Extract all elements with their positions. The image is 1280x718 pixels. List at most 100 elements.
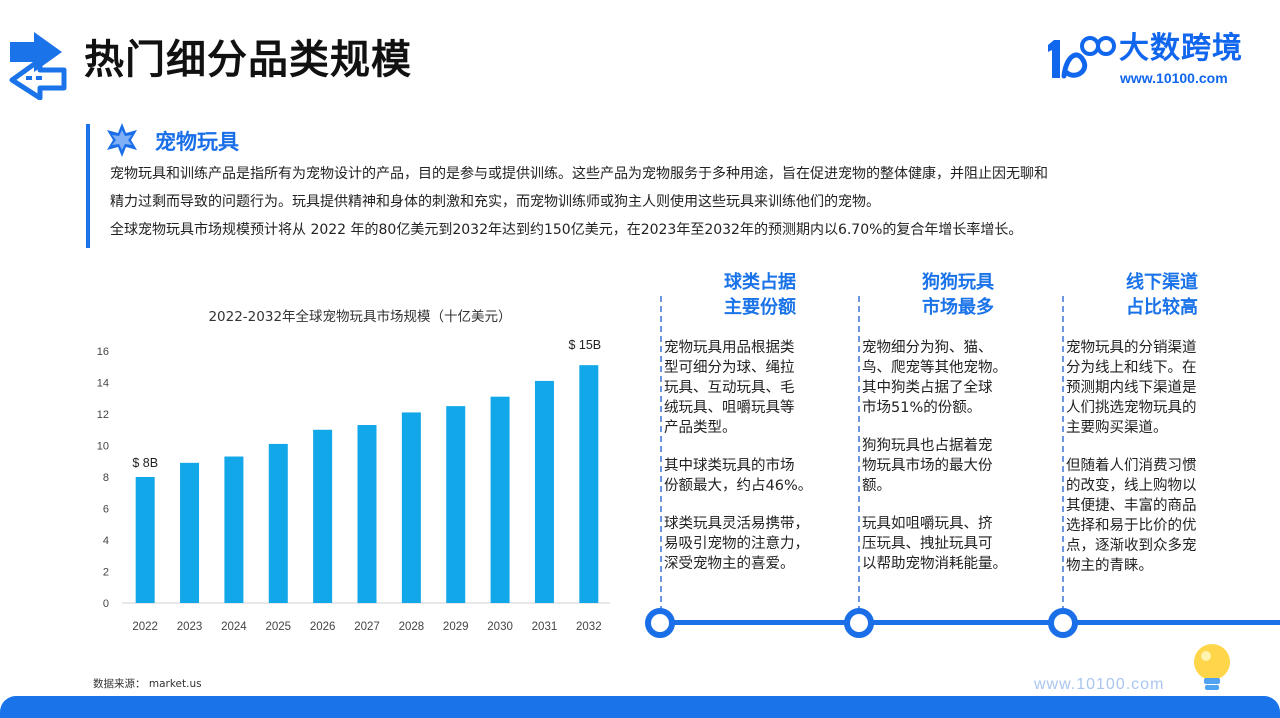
column-paragraph: 宠物玩具用品根据类 型可细分为球、绳拉 玩具、互动玩具、毛 绒玩具、咀嚼玩具等 产品类型…: [664, 338, 856, 438]
divider-dashed: [660, 296, 662, 612]
column-text-line: 宠物玩具用品根据类: [664, 340, 795, 356]
y-tick-label: 2: [103, 567, 109, 579]
y-tick-label: 14: [97, 378, 109, 390]
bar-2024: [224, 456, 244, 603]
10100-logo-icon: [1048, 36, 1116, 79]
bar-2029: [446, 406, 466, 603]
column-paragraph: 但随着人们消费习惯 的改变，线上购物以 其便捷、丰富的商品 选择和易于比价的优 点，逐渐…: [1066, 456, 1258, 576]
bar-2032: [579, 365, 599, 603]
column-text-line: 压玩具、拽扯玩具可: [862, 536, 993, 552]
column-text-line: 绒玩具、咀嚼玩具等: [664, 400, 795, 416]
x-tick-label: 2030: [487, 621, 513, 633]
market-size-bar-chart: 0 2 4 6 8 10 12 14 16 2022 2023 2024 2025 2026 2027 202…: [97, 338, 610, 633]
column-paragraph: 宠物玩具的分销渠道 分为线上和线下。在 预测期内线下渠道是 人们挑选宠物玩具的 主要购买…: [1066, 338, 1258, 438]
bar-2022: [135, 477, 155, 603]
column-title-line: 占比较高: [1126, 297, 1198, 318]
column-title-line: 球类占据: [724, 272, 796, 293]
column-paragraph: 其中球类玩具的市场份额最大，约占46%。: [664, 456, 856, 496]
x-tick-label: 2031: [532, 621, 558, 633]
column-paragraph: 狗狗玩具也占据着宠 物玩具市场的最大份 额。: [862, 436, 1054, 496]
footer-url: www.10100.com: [1034, 676, 1165, 693]
column-title-line: 线下渠道: [1126, 272, 1198, 293]
brand-logo: 大数跨境 www.10100.com: [1044, 30, 1250, 90]
star-badge-icon: [107, 123, 137, 157]
y-tick-label: 12: [97, 409, 109, 421]
x-tick-label: 2022: [132, 621, 158, 633]
column-text-line: 人们挑选宠物玩具的: [1066, 400, 1197, 416]
column-title-line: 市场最多: [922, 297, 994, 318]
x-tick-label: 2028: [399, 621, 425, 633]
column-paragraph: 宠物细分为狗、猫、 鸟、爬宠等其他宠物。 其中狗类占据了全球 市场51%的份额。: [862, 338, 1054, 418]
column-text-line: 球类玩具灵活易携带，: [664, 516, 809, 532]
lightbulb-icon: [1194, 644, 1230, 690]
x-tick-label: 2025: [265, 621, 291, 633]
bar-2026: [313, 429, 333, 603]
y-tick-label: 6: [103, 504, 109, 516]
column-offline-channel: 线下渠道占比较高宠物玩具的分销渠道 分为线上和线下。在 预测期内线下渠道是 人们挑选宠…: [1066, 270, 1258, 594]
y-tick-label: 0: [103, 598, 109, 610]
column-text-line: 主要购买渠道。: [1066, 420, 1168, 436]
column-text-line: 份额最大，约占46%。: [664, 478, 813, 494]
column-paragraph: 球类玩具灵活易携带， 易吸引宠物的注意力， 深受宠物主的喜爱。: [664, 514, 856, 574]
bar-2023: [180, 462, 200, 603]
bar-2027: [357, 425, 377, 603]
column-title: 线下渠道 占比较高: [1066, 270, 1258, 320]
column-body: 宠物玩具的分销渠道 分为线上和线下。在 预测期内线下渠道是 人们挑选宠物玩具的 主要购买…: [1066, 338, 1258, 576]
column-text-line: 但随着人们消费习惯: [1066, 458, 1197, 474]
column-paragraph: 玩具如咀嚼玩具、挤 压玩具、拽扯玩具可 以帮助宠物消耗能量。: [862, 514, 1054, 574]
column-text-line: 额。: [862, 478, 891, 494]
bar-2025: [268, 443, 288, 603]
double-arrow-logo-icon: [9, 32, 67, 100]
column-text-line: 狗狗玩具也占据着宠: [862, 438, 993, 454]
column-title-line: 狗狗玩具: [922, 272, 994, 293]
x-tick-label: 2026: [310, 621, 336, 633]
column-text-line: 以帮助宠物消耗能量。: [862, 556, 1007, 572]
divider-dashed: [858, 296, 860, 612]
column-text-line: 的改变，线上购物以: [1066, 478, 1197, 494]
intro-line: 宠物玩具和训练产品是指所有为宠物设计的产品，目的是参与或提供训练。这些产品为宠物…: [110, 166, 1048, 182]
column-text-line: 宠物玩具的分销渠道: [1066, 340, 1197, 356]
column-text-line: 其中球类玩具的市场: [664, 458, 795, 474]
x-tick-label: 2032: [576, 621, 602, 633]
intro-text: 宠物玩具和训练产品是指所有为宠物设计的产品，目的是参与或提供训练。这些产品为宠物…: [110, 160, 1200, 244]
timeline-node: [844, 608, 874, 638]
bar-2028: [401, 412, 421, 603]
column-text-line: 型可细分为球、绳拉: [664, 360, 795, 376]
column-text-line: 选择和易于比价的优: [1066, 518, 1197, 534]
column-text-line: 易吸引宠物的注意力，: [664, 536, 809, 552]
column-text-line: 预测期内线下渠道是: [1066, 380, 1197, 396]
column-text-line: 物主的青睐。: [1066, 558, 1153, 574]
column-text-line: 物玩具市场的最大份: [862, 458, 993, 474]
annotation-first: $ 8B: [132, 456, 158, 470]
column-text-line: 点，逐渐收到众多宠: [1066, 538, 1197, 554]
bar-2030: [490, 396, 510, 603]
y-tick-label: 16: [97, 346, 109, 358]
column-body: 宠物细分为狗、猫、 鸟、爬宠等其他宠物。 其中狗类占据了全球 市场51%的份额。狗狗玩…: [862, 338, 1054, 574]
footer-bar: [0, 696, 1280, 718]
x-tick-label: 2029: [443, 621, 469, 633]
column-text-line: 玩具、互动玩具、毛: [664, 380, 795, 396]
x-tick-label: 2027: [354, 621, 380, 633]
column-ball-share: 球类占据 主要份额宠物玩具用品根据类 型可细分为球、绳拉 玩具、互动玩具、毛 绒玩具、咀…: [664, 270, 856, 592]
column-text-line: 玩具如咀嚼玩具、挤: [862, 516, 993, 532]
column-title: 球类占据 主要份额: [664, 270, 856, 320]
column-text-line: 分为线上和线下。在: [1066, 360, 1197, 376]
intro-accent-bar: [86, 124, 90, 248]
column-text-line: 其中狗类占据了全球: [862, 380, 993, 396]
brand-name: 大数跨境: [1119, 31, 1243, 66]
timeline-node: [645, 608, 675, 638]
annotation-last: $ 15B: [568, 338, 601, 352]
page-title: 热门细分品类规模: [84, 37, 412, 83]
brand-url: www.10100.com: [1120, 70, 1228, 86]
column-title: 狗狗玩具 市场最多: [862, 270, 1054, 320]
y-tick-label: 4: [103, 535, 109, 547]
timeline-node: [1048, 608, 1078, 638]
column-text-line: 鸟、爬宠等其他宠物。: [862, 360, 1007, 376]
column-text-line: 深受宠物主的喜爱。: [664, 556, 795, 572]
column-dog-toys: 狗狗玩具市场最多宠物细分为狗、猫、 鸟、爬宠等其他宠物。 其中狗类占据了全球 市场51…: [862, 270, 1054, 592]
timeline-line: [650, 620, 1280, 625]
column-text-line: 宠物细分为狗、猫、: [862, 340, 993, 356]
chart-title: 2022-2032年全球宠物玩具市场规模（十亿美元）: [208, 309, 512, 325]
data-source: 数据来源： market.us: [93, 678, 202, 690]
column-text-line: 其便捷、丰富的商品: [1066, 498, 1197, 514]
